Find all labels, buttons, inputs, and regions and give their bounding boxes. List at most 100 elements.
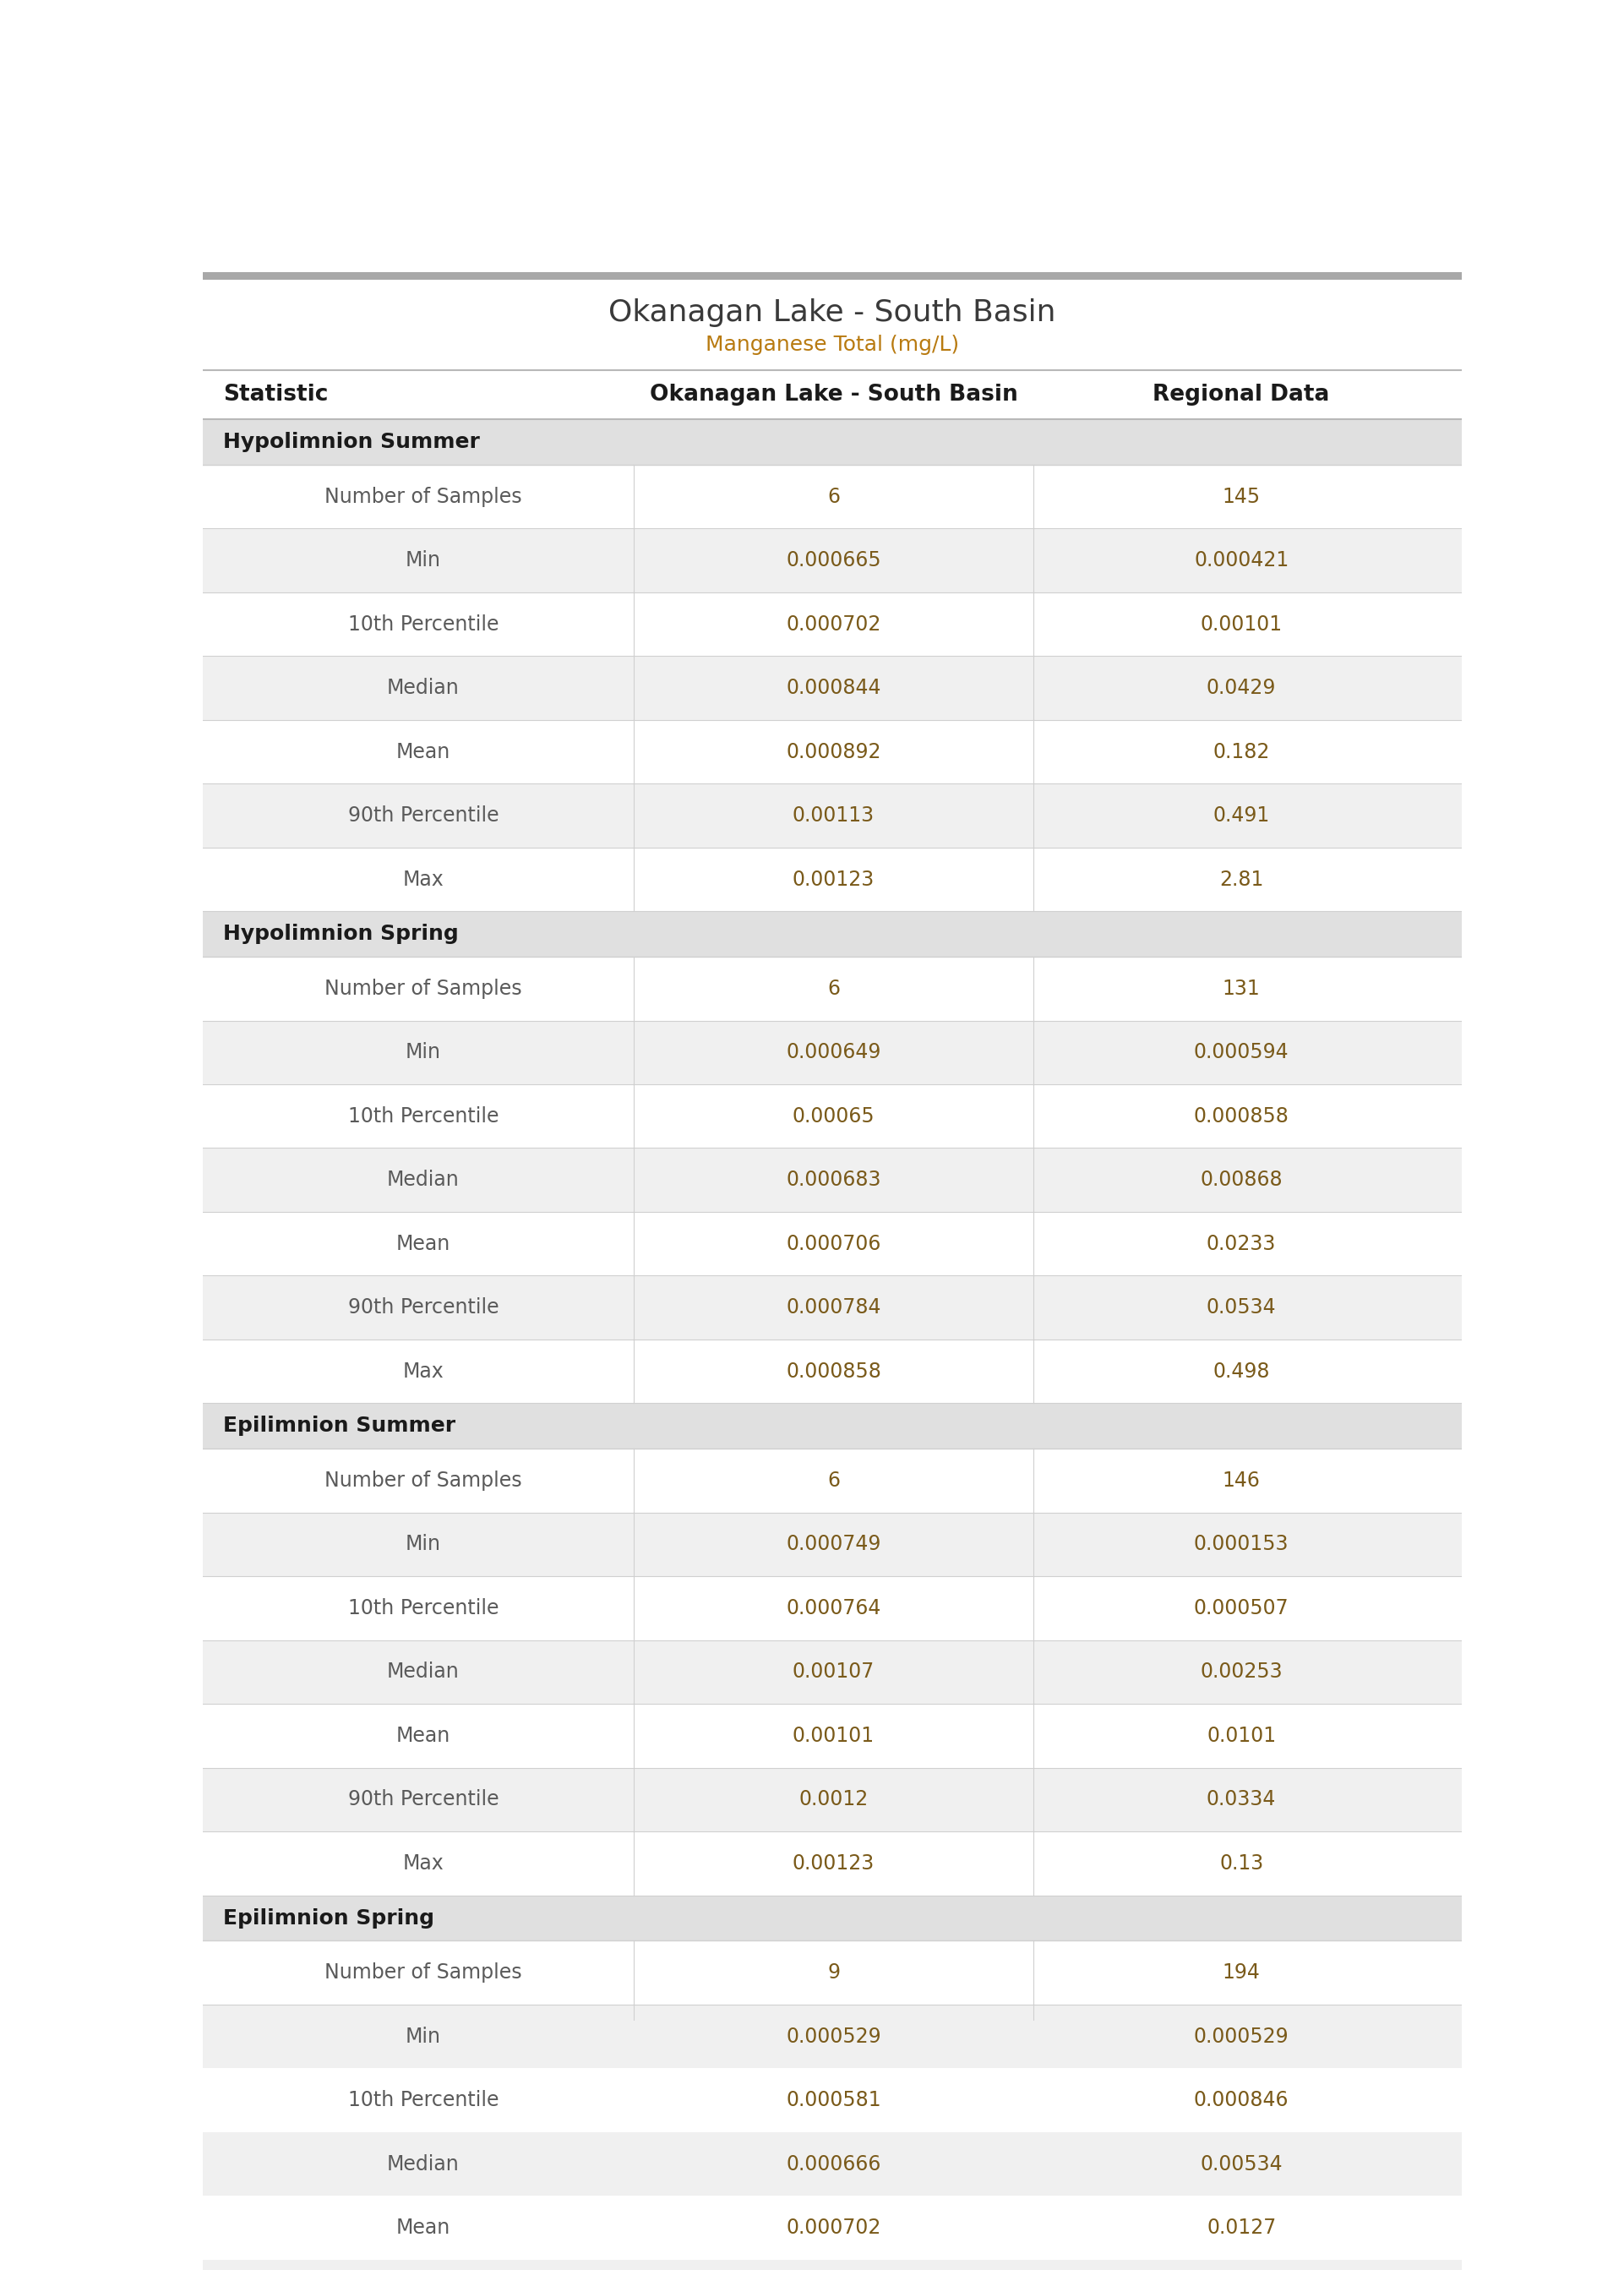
Text: 0.00123: 0.00123 <box>793 1852 875 1873</box>
Text: 0.000683: 0.000683 <box>786 1169 882 1189</box>
Text: Median: Median <box>387 2154 460 2175</box>
Text: Min: Min <box>406 2027 442 2048</box>
Text: 2.81: 2.81 <box>1220 869 1263 890</box>
Bar <box>203 1149 1462 1212</box>
Bar <box>203 847 1462 910</box>
Bar <box>203 1085 1462 1149</box>
Text: 0.000666: 0.000666 <box>786 2154 882 2175</box>
Bar <box>203 272 1462 279</box>
Bar <box>203 1448 1462 1512</box>
Text: 10th Percentile: 10th Percentile <box>348 613 499 633</box>
Text: Regional Data: Regional Data <box>1153 384 1330 406</box>
Text: 0.0534: 0.0534 <box>1207 1298 1276 1319</box>
Text: 0.000858: 0.000858 <box>786 1362 882 1382</box>
Text: Okanagan Lake - South Basin: Okanagan Lake - South Basin <box>650 384 1018 406</box>
Text: Manganese Total (mg/L): Manganese Total (mg/L) <box>705 334 960 354</box>
Bar <box>203 1641 1462 1705</box>
Text: 0.0429: 0.0429 <box>1207 679 1276 699</box>
Text: 10th Percentile: 10th Percentile <box>348 2091 499 2111</box>
Text: 194: 194 <box>1223 1964 1260 1982</box>
Text: 145: 145 <box>1223 486 1260 506</box>
Bar <box>203 529 1462 592</box>
Text: 6: 6 <box>827 1471 840 1491</box>
Text: 0.13: 0.13 <box>1220 1852 1263 1873</box>
Text: 0.00253: 0.00253 <box>1200 1662 1283 1682</box>
Text: 6: 6 <box>827 978 840 999</box>
Bar <box>203 1403 1462 1448</box>
Text: 0.491: 0.491 <box>1213 806 1270 826</box>
Bar <box>203 1832 1462 1895</box>
Text: Epilimnion Spring: Epilimnion Spring <box>222 1907 434 1927</box>
Bar <box>203 1339 1462 1403</box>
Text: 9: 9 <box>827 1964 840 1982</box>
Text: Max: Max <box>403 1852 443 1873</box>
Text: 10th Percentile: 10th Percentile <box>348 1598 499 1619</box>
Text: 0.000421: 0.000421 <box>1194 549 1289 570</box>
Text: 0.0101: 0.0101 <box>1207 1725 1276 1746</box>
Bar <box>203 910 1462 956</box>
Text: 0.0334: 0.0334 <box>1207 1789 1276 1809</box>
Text: Number of Samples: Number of Samples <box>325 978 521 999</box>
Text: 0.00123: 0.00123 <box>793 869 875 890</box>
Text: 0.000749: 0.000749 <box>786 1535 882 1555</box>
Text: 0.000846: 0.000846 <box>1194 2091 1289 2111</box>
Text: 6: 6 <box>827 486 840 506</box>
Bar <box>203 1705 1462 1768</box>
Bar <box>203 1512 1462 1575</box>
Text: 0.000784: 0.000784 <box>786 1298 882 1319</box>
Text: Min: Min <box>406 1535 442 1555</box>
Text: Epilimnion Summer: Epilimnion Summer <box>222 1416 456 1437</box>
Bar <box>203 2195 1462 2259</box>
Text: 0.000892: 0.000892 <box>786 742 882 763</box>
Bar <box>203 720 1462 783</box>
Text: 0.00868: 0.00868 <box>1200 1169 1283 1189</box>
Text: Min: Min <box>406 549 442 570</box>
Text: 0.0127: 0.0127 <box>1207 2218 1276 2238</box>
Bar <box>203 1276 1462 1339</box>
Bar <box>203 1575 1462 1641</box>
Text: 90th Percentile: 90th Percentile <box>348 1298 499 1319</box>
Text: 0.000581: 0.000581 <box>786 2091 882 2111</box>
Text: 0.000702: 0.000702 <box>786 2218 882 2238</box>
Bar <box>203 279 1462 370</box>
Text: 0.000594: 0.000594 <box>1194 1042 1289 1062</box>
Bar <box>203 1022 1462 1085</box>
Text: Number of Samples: Number of Samples <box>325 486 521 506</box>
Bar <box>203 2068 1462 2132</box>
Text: 10th Percentile: 10th Percentile <box>348 1105 499 1126</box>
Bar <box>203 2132 1462 2195</box>
Text: 90th Percentile: 90th Percentile <box>348 1789 499 1809</box>
Text: Min: Min <box>406 1042 442 1062</box>
Text: 0.000858: 0.000858 <box>1194 1105 1289 1126</box>
Text: Median: Median <box>387 1169 460 1189</box>
Bar <box>203 2259 1462 2270</box>
Text: Statistic: Statistic <box>222 384 328 406</box>
Text: 0.0233: 0.0233 <box>1207 1233 1276 1253</box>
Text: Number of Samples: Number of Samples <box>325 1471 521 1491</box>
Text: 0.000649: 0.000649 <box>786 1042 882 1062</box>
Bar <box>203 1212 1462 1276</box>
Text: 0.000706: 0.000706 <box>786 1233 882 1253</box>
Text: 0.000529: 0.000529 <box>1194 2027 1289 2048</box>
Bar <box>203 592 1462 656</box>
Text: 0.000764: 0.000764 <box>786 1598 882 1619</box>
Bar <box>203 420 1462 465</box>
Text: 0.000529: 0.000529 <box>786 2027 882 2048</box>
Text: Hypolimnion Summer: Hypolimnion Summer <box>222 431 481 452</box>
Bar <box>203 956 1462 1022</box>
Bar <box>203 1941 1462 2004</box>
Text: 0.000153: 0.000153 <box>1194 1535 1289 1555</box>
Text: Hypolimnion Spring: Hypolimnion Spring <box>222 924 458 944</box>
Text: 0.498: 0.498 <box>1213 1362 1270 1382</box>
Bar <box>203 370 1462 420</box>
Text: 146: 146 <box>1223 1471 1260 1491</box>
Text: 0.000702: 0.000702 <box>786 613 882 633</box>
Text: 0.000665: 0.000665 <box>786 549 882 570</box>
Text: Median: Median <box>387 1662 460 1682</box>
Text: 0.182: 0.182 <box>1213 742 1270 763</box>
Text: 0.00065: 0.00065 <box>793 1105 875 1126</box>
Bar <box>203 2004 1462 2068</box>
Text: Median: Median <box>387 679 460 699</box>
Text: 0.00101: 0.00101 <box>793 1725 875 1746</box>
Text: Max: Max <box>403 1362 443 1382</box>
